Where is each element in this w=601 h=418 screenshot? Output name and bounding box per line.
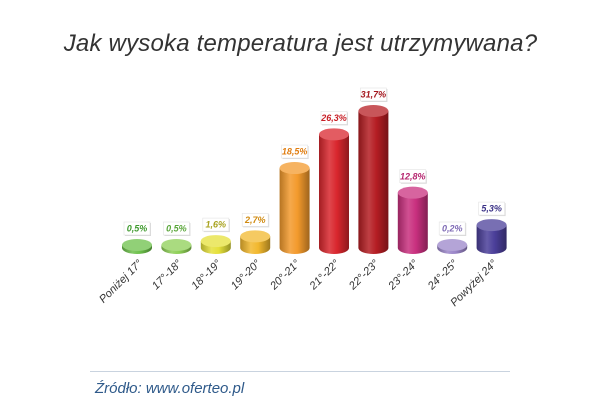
category-label-3: 19°-20°: [229, 257, 264, 292]
bar-7: [397, 186, 428, 255]
value-label-text: 1,6%: [206, 220, 227, 230]
bar-8: [437, 239, 468, 255]
category-label-2: 18°-19°: [189, 257, 224, 292]
bar-body: [358, 111, 389, 255]
bar-top: [200, 235, 231, 248]
value-label-box: [320, 111, 348, 125]
category-label-0: Poniżej 17°: [97, 257, 145, 305]
bar-2: [200, 235, 231, 255]
value-label-text: 5,3%: [481, 204, 502, 214]
value-label-text: 12,8%: [400, 171, 426, 181]
value-label-text: 0,5%: [166, 224, 187, 234]
bar-body: [397, 192, 428, 255]
value-label-text: 0,2%: [442, 224, 463, 234]
category-label-5: 21°-22°: [307, 257, 343, 293]
category-label-7: 23°-24°: [386, 257, 422, 293]
value-label-box: [399, 169, 427, 183]
value-label-box: [241, 213, 269, 227]
bar-5: [319, 128, 349, 254]
bar-3: [240, 230, 271, 254]
bar-body: [319, 134, 349, 254]
category-label-4: 20°-21°: [267, 257, 303, 293]
value-label-3: 2,7%: [241, 213, 270, 228]
bar-top: [437, 239, 468, 251]
source-note: Źródło: www.oferteo.pl: [95, 380, 245, 397]
bar-9: [476, 219, 507, 255]
bar-top: [161, 239, 192, 251]
category-label-1: 17°-18°: [150, 257, 185, 292]
value-label-4: 18,5%: [281, 144, 309, 160]
value-label-text: 0,5%: [127, 224, 148, 234]
value-label-5: 26,3%: [320, 111, 348, 126]
value-label-9: 5,3%: [478, 201, 506, 217]
value-label-6: 31,7%: [360, 87, 388, 102]
value-label-2: 1,6%: [202, 217, 230, 233]
value-label-box: [438, 221, 466, 236]
value-label-box: [360, 87, 387, 102]
chart-title: Jak wysoka temperatura jest utrzymywana?: [63, 30, 538, 57]
value-label-box: [281, 144, 308, 159]
bar-1: [161, 239, 192, 255]
bar-body: [279, 168, 310, 255]
value-label-7: 12,8%: [399, 169, 427, 184]
category-label-8: 24°-25°: [425, 257, 461, 293]
value-label-text: 26,3%: [320, 113, 347, 123]
bar-top: [476, 219, 507, 232]
bar-top: [279, 162, 310, 175]
value-label-1: 0,5%: [163, 221, 191, 236]
category-label-6: 22°-23°: [346, 257, 382, 293]
value-label-text: 31,7%: [361, 90, 387, 100]
value-label-box: [202, 217, 230, 232]
value-label-box: [163, 221, 190, 236]
bar-top: [319, 128, 349, 141]
value-label-box: [123, 221, 151, 236]
bar-top: [358, 105, 389, 117]
bar-body: [476, 225, 507, 255]
bar-top: [397, 186, 428, 199]
value-label-text: 2,7%: [244, 215, 266, 225]
bar-top: [240, 230, 271, 243]
value-label-text: 18,5%: [282, 147, 308, 157]
divider: [90, 371, 510, 372]
bar-0: [122, 239, 152, 254]
bar-6: [358, 105, 389, 255]
bar-top: [122, 239, 152, 251]
value-label-8: 0,2%: [438, 221, 467, 236]
bar-4: [279, 162, 310, 255]
value-label-box: [478, 201, 505, 216]
value-label-0: 0,5%: [123, 221, 151, 236]
